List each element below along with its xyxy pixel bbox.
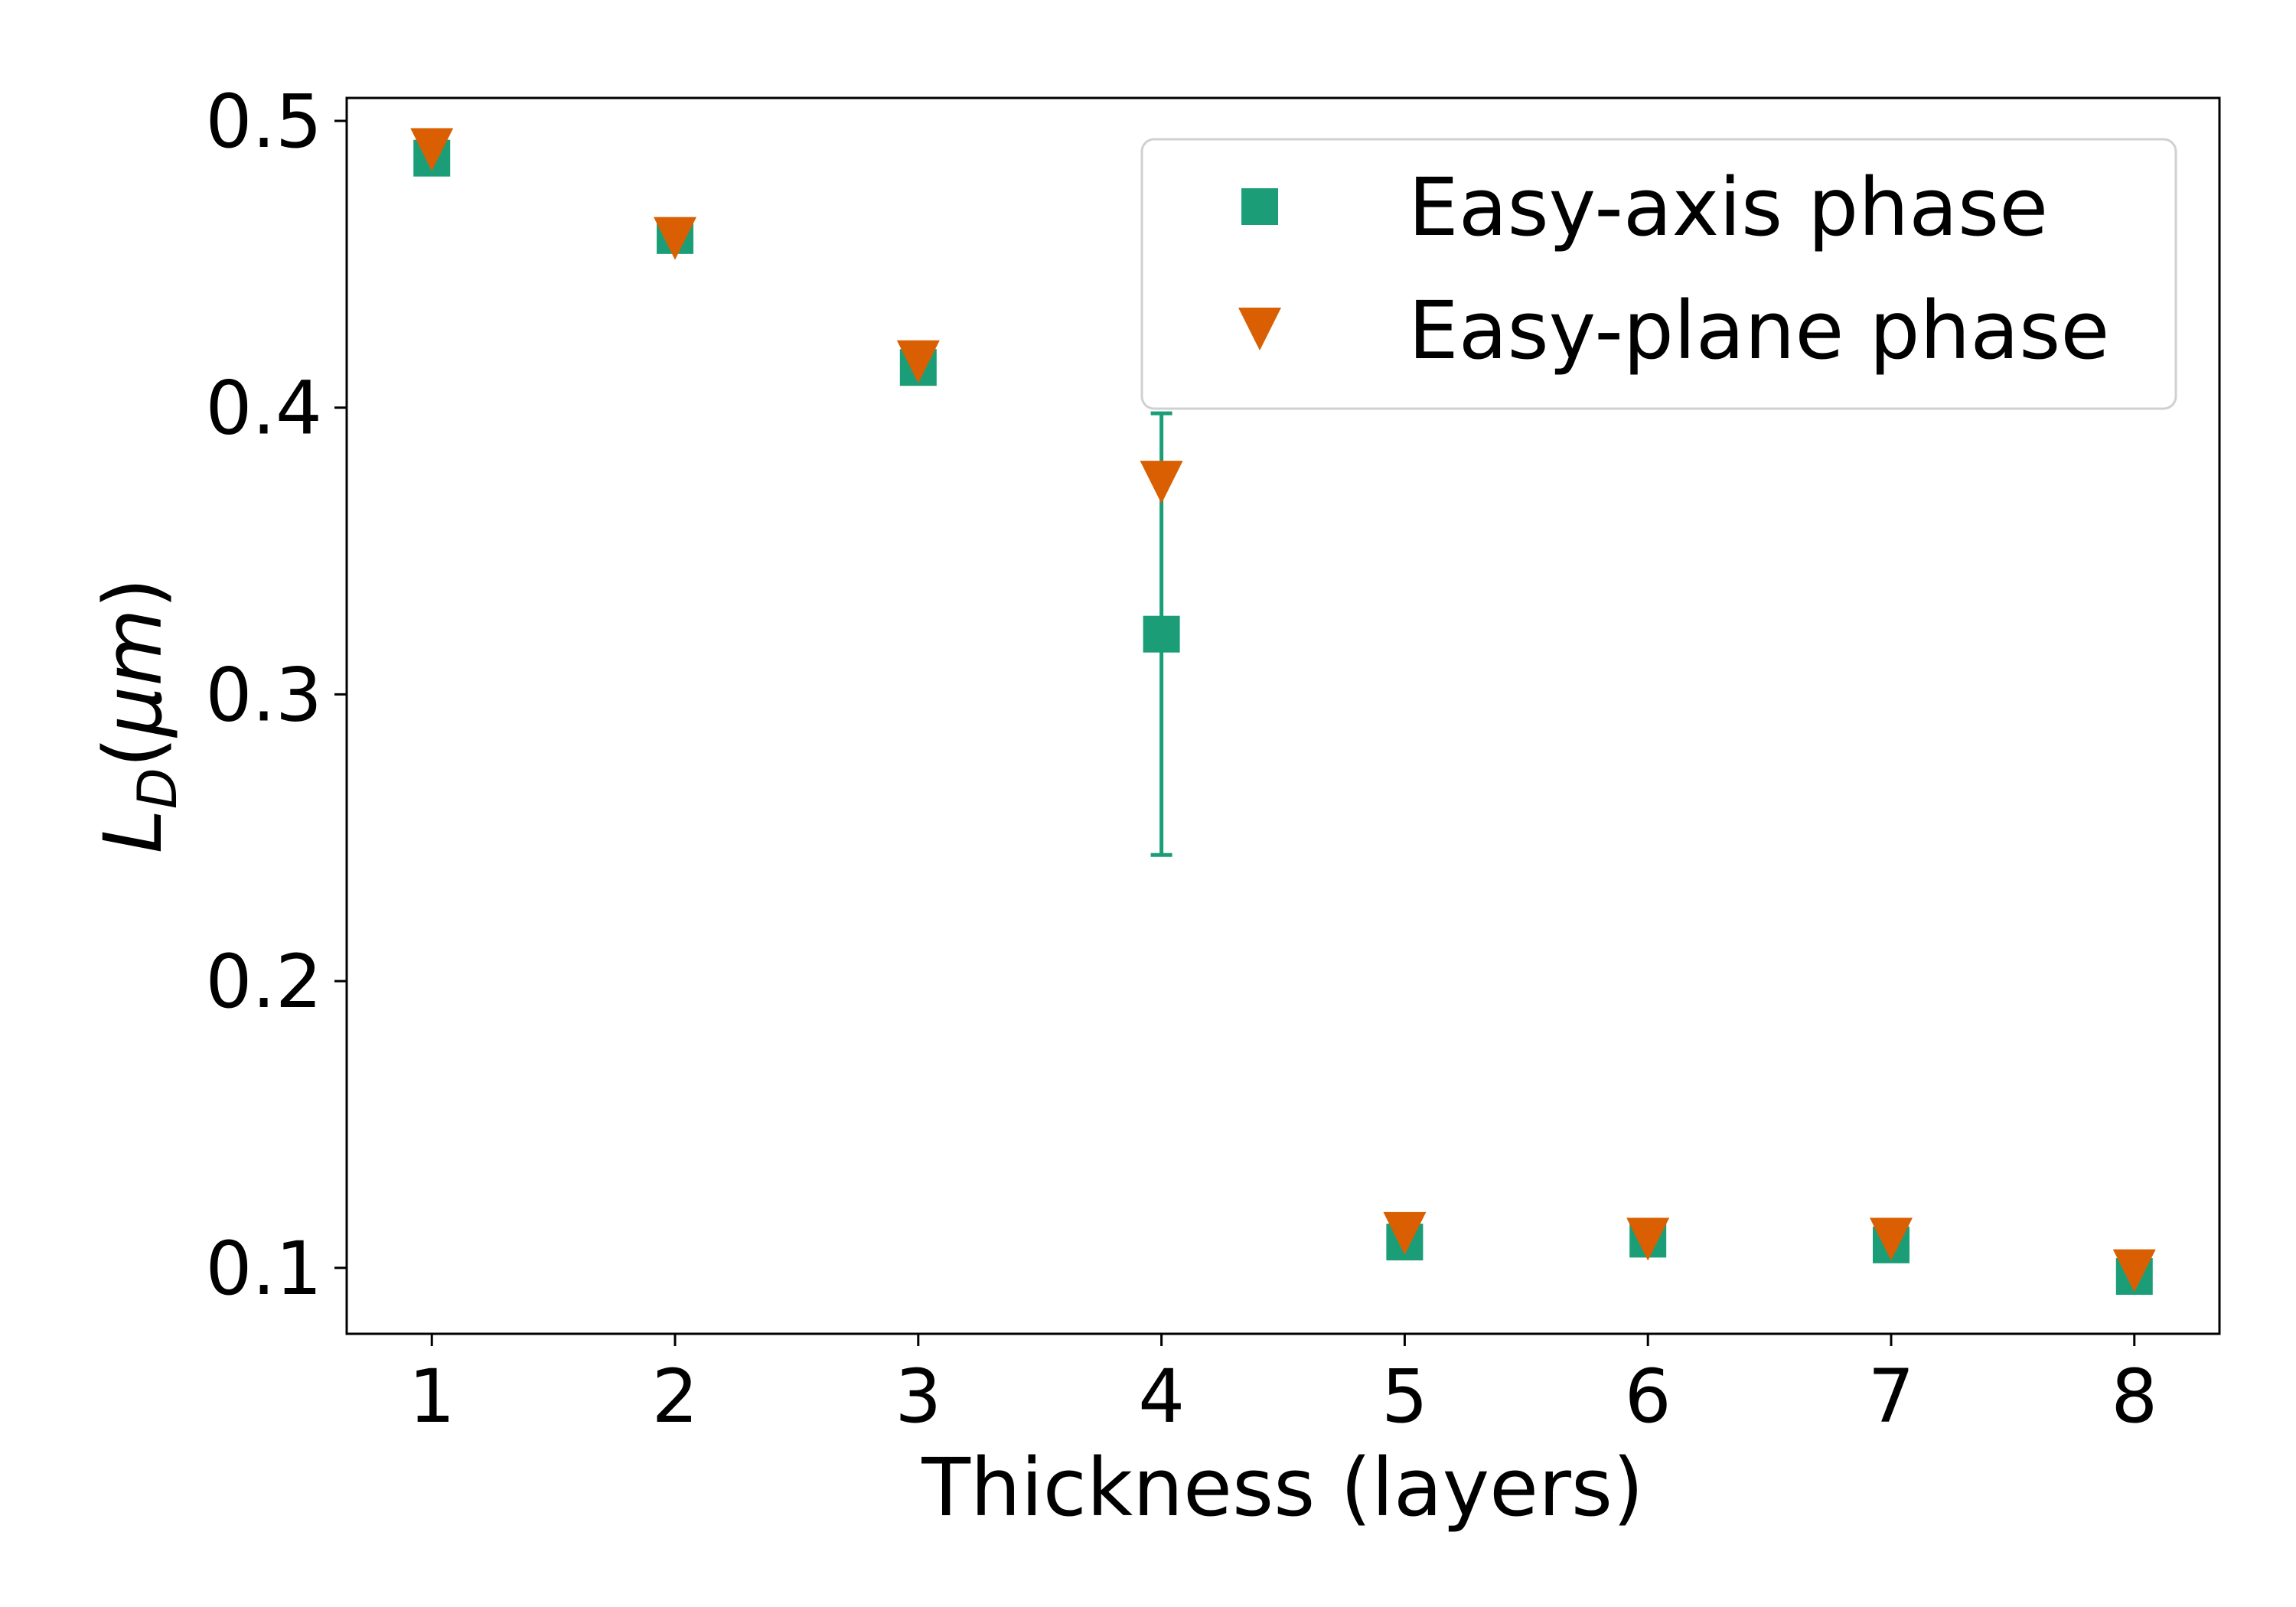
easy-axis-point xyxy=(1143,615,1180,653)
y-tick-label: 0.2 xyxy=(205,939,322,1025)
easy-plane-point xyxy=(654,217,697,260)
x-tick-label: 7 xyxy=(1867,1354,1914,1439)
legend-markers xyxy=(1238,188,1281,350)
x-tick-label: 3 xyxy=(895,1354,941,1439)
y-axis-title-close-paren: ) xyxy=(86,578,180,609)
x-axis: 1 2 3 4 5 6 7 8 xyxy=(409,1334,2157,1439)
x-axis-title: Thickness (layers) xyxy=(921,1441,1643,1534)
x-tick-label: 1 xyxy=(409,1354,455,1439)
easy-plane-point xyxy=(1140,461,1183,504)
y-axis-title-open-paren: ( xyxy=(86,737,180,768)
easy-plane-point xyxy=(1869,1217,1913,1261)
easy-plane-point xyxy=(2112,1249,2156,1292)
x-tick-label: 8 xyxy=(2111,1354,2157,1439)
legend-label-easy-axis: Easy-axis phase xyxy=(1408,161,2048,254)
legend-frame xyxy=(1140,138,2177,410)
y-axis-title-symbol: L xyxy=(86,809,180,853)
legend: Easy-axis phase Easy-plane phase xyxy=(1140,138,2177,410)
x-tick-label: 4 xyxy=(1138,1354,1185,1439)
easy-plane-point xyxy=(1383,1211,1427,1255)
y-axis-title-unit: μm xyxy=(86,608,180,738)
data-markers xyxy=(410,128,2156,1296)
legend-marker-easy-plane xyxy=(1238,308,1281,350)
legend-label-easy-plane: Easy-plane phase xyxy=(1408,284,2109,377)
y-tick-label: 0.3 xyxy=(205,652,322,738)
easy-plane-point xyxy=(410,128,454,171)
easy-plane-point xyxy=(896,340,940,383)
y-tick-label: 0.5 xyxy=(205,79,322,165)
y-tick-label: 0.1 xyxy=(205,1226,322,1312)
y-axis-title: LD(μm) xyxy=(86,578,189,854)
y-axis: 0.1 0.2 0.3 0.4 0.5 xyxy=(205,79,347,1312)
easy-plane-point xyxy=(1626,1217,1670,1261)
x-tick-label: 5 xyxy=(1381,1354,1428,1439)
x-tick-label: 6 xyxy=(1625,1354,1671,1439)
x-tick-label: 2 xyxy=(651,1354,698,1439)
y-axis-title-subscript: D xyxy=(126,768,189,809)
y-tick-label: 0.4 xyxy=(205,366,322,451)
legend-marker-easy-axis xyxy=(1241,188,1278,225)
